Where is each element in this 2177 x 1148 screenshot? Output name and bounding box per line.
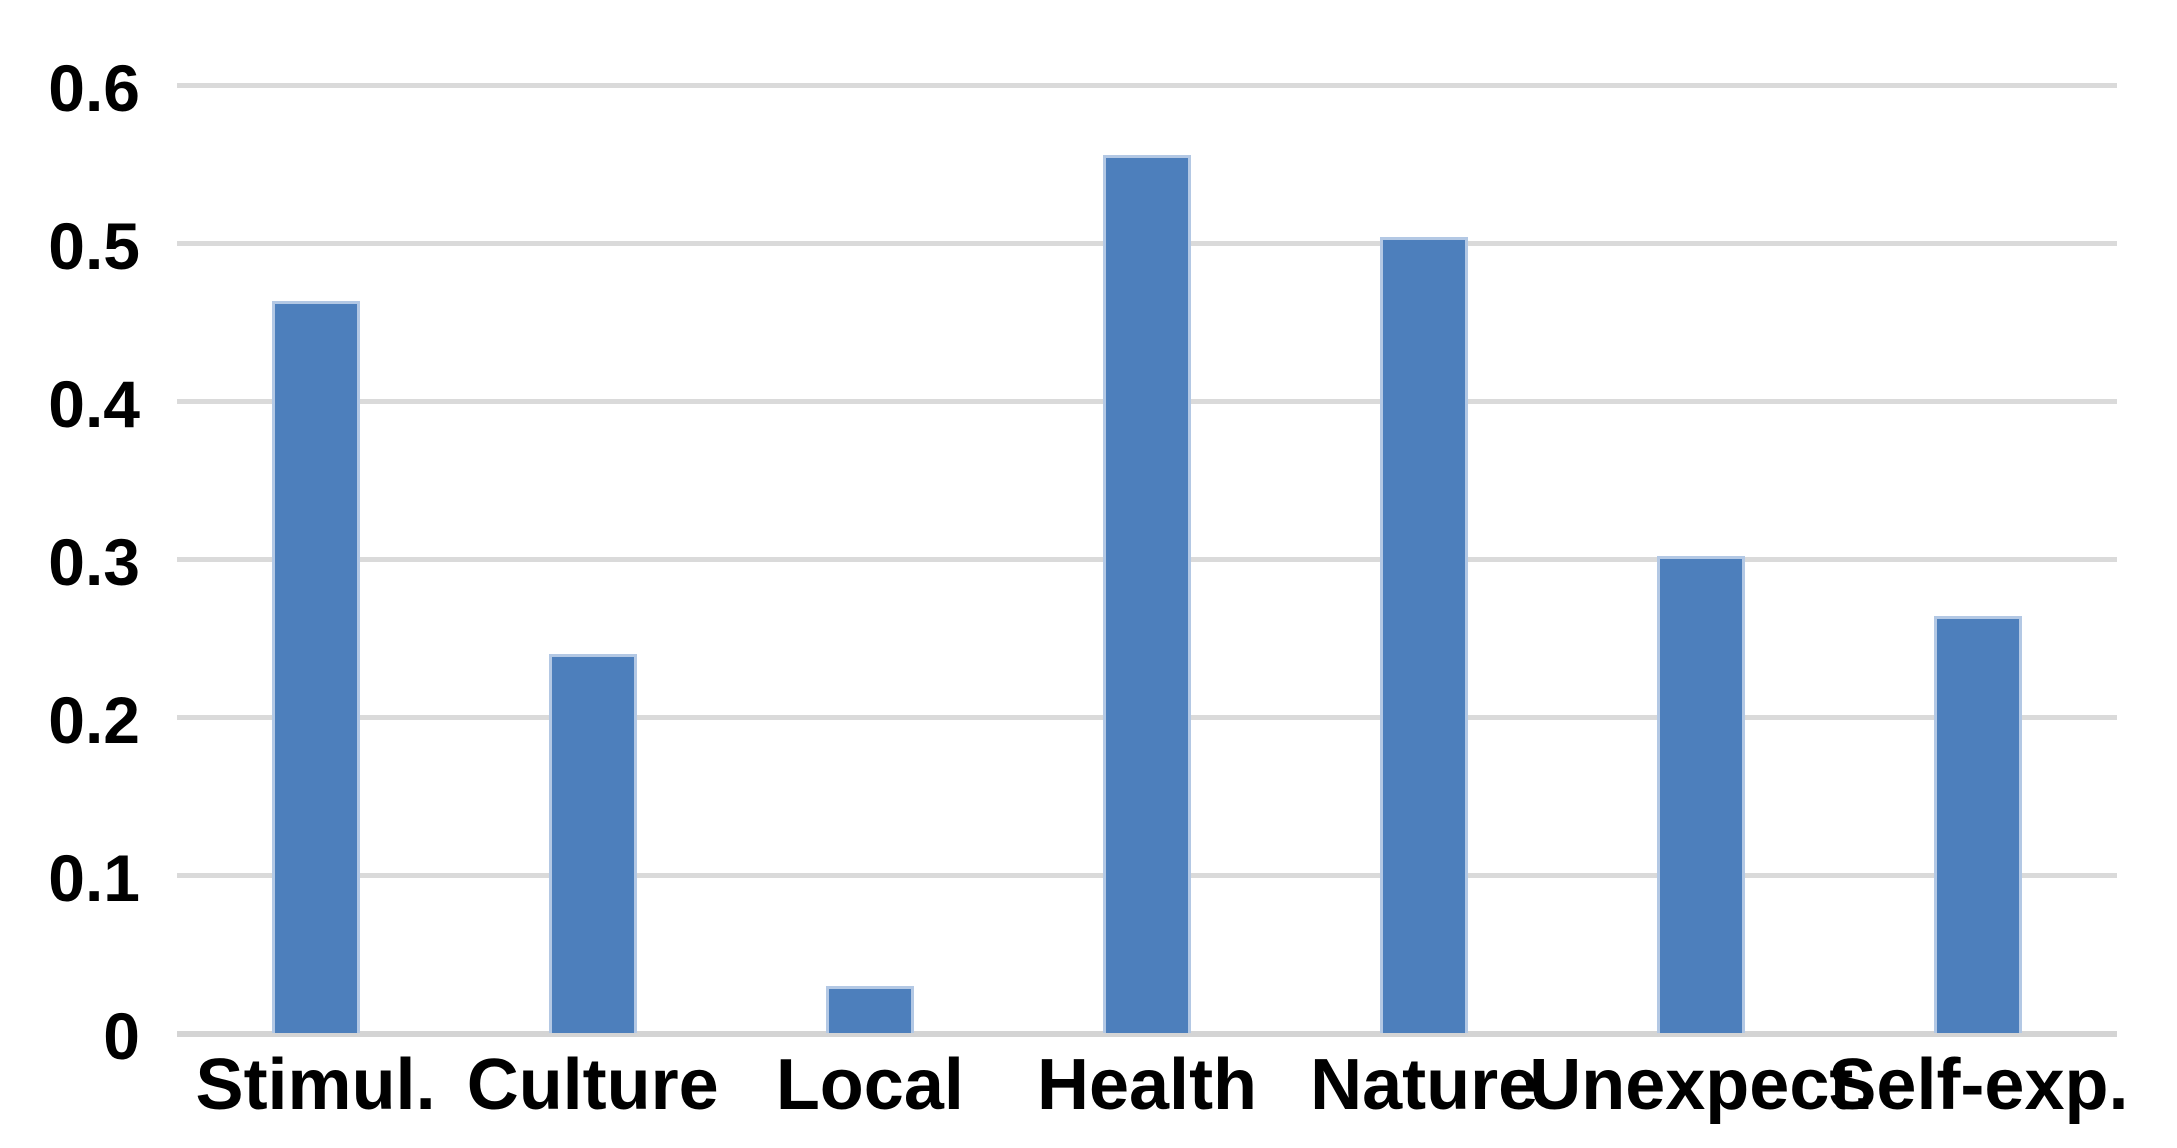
bar-culture — [548, 653, 637, 1033]
bar-nature — [1380, 236, 1469, 1033]
y-tick-label: 0.2 — [48, 683, 140, 757]
gridline — [177, 83, 2117, 88]
x-category-label-stimul: Stimul. — [195, 1045, 436, 1125]
y-tick-label: 0.5 — [48, 209, 140, 283]
x-category-label-local: Local — [775, 1045, 964, 1125]
x-category-label-nature: Nature — [1310, 1045, 1539, 1125]
bar-stimul — [271, 301, 360, 1033]
bar-unexpect — [1657, 555, 1746, 1033]
y-tick-label: 0 — [103, 999, 140, 1073]
bar-local — [825, 985, 914, 1033]
y-tick-label: 0.3 — [48, 525, 140, 599]
x-category-label-culture: Culture — [466, 1045, 719, 1125]
x-category-label-health: Health — [1036, 1045, 1258, 1125]
y-tick-label: 0.6 — [48, 51, 140, 125]
y-tick-label: 0.4 — [48, 367, 140, 441]
bar-self-exp — [1934, 615, 2023, 1033]
x-axis-zero-gridline — [177, 1031, 2117, 1037]
x-category-label-self-exp: Self-exp. — [1828, 1045, 2129, 1125]
x-category-label-unexpect: Unexpect. — [1529, 1045, 1874, 1125]
y-tick-label: 0.1 — [48, 841, 140, 915]
bar-health — [1103, 154, 1191, 1033]
